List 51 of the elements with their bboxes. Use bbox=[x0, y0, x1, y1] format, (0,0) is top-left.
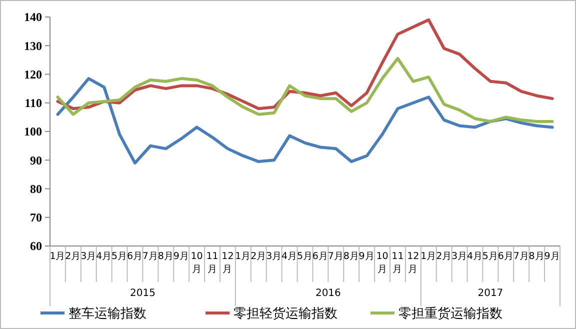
x-tick-label: 6月 bbox=[312, 251, 328, 262]
x-tick-label: 8月 bbox=[528, 251, 545, 262]
x-tick-label: 8月 bbox=[158, 251, 174, 262]
y-tick-label: 110 bbox=[24, 96, 42, 110]
x-tick-label: 10月 bbox=[376, 251, 388, 275]
x-tick-label: 2月 bbox=[250, 251, 267, 262]
x-tick-label: 3月 bbox=[80, 251, 97, 262]
line-series bbox=[56, 57, 554, 123]
x-tick-label: 2月 bbox=[436, 251, 452, 262]
y-tick-label: 120 bbox=[24, 67, 42, 82]
line-series bbox=[56, 18, 554, 110]
x-tick-label: 9月 bbox=[544, 251, 560, 262]
x-tick-label: 11月 bbox=[392, 251, 404, 275]
x-tick-label: 6月 bbox=[126, 251, 144, 262]
x-tick-label: 10月 bbox=[190, 251, 203, 275]
x-tick-label: 2月 bbox=[65, 251, 82, 262]
x-tick-label: 4月 bbox=[282, 251, 298, 262]
legend-label: 零担重货运输指数 bbox=[398, 306, 502, 322]
y-tick-label: 70 bbox=[30, 210, 42, 225]
x-tick-label: 5月 bbox=[296, 251, 314, 262]
x-tick-label: 8月 bbox=[343, 251, 360, 262]
x-tick-label: 7月 bbox=[328, 251, 344, 262]
x-tick-label: 12月 bbox=[407, 251, 420, 275]
x-tick-label: 9月 bbox=[358, 251, 375, 262]
x-tick-label: 3月 bbox=[452, 251, 468, 262]
y-tick-label: 60 bbox=[30, 239, 42, 254]
x-tick-label: 5月 bbox=[482, 251, 498, 262]
x-tick-label: 1月 bbox=[235, 251, 252, 262]
y-tick-label: 140 bbox=[24, 10, 42, 24]
x-tick-label: 3月 bbox=[266, 251, 282, 262]
x-tick-label: 9月 bbox=[173, 251, 190, 262]
x-tick-label: 11月 bbox=[206, 251, 218, 275]
line-series bbox=[56, 77, 554, 164]
legend-label: 零担轻货运输指数 bbox=[234, 306, 338, 322]
x-tick-label: 12月 bbox=[222, 251, 234, 275]
text: 2017 bbox=[478, 288, 504, 299]
y-tick-label: 130 bbox=[24, 38, 42, 53]
legend-label: 整车运输指数 bbox=[68, 306, 146, 322]
x-tick-label: 1月 bbox=[50, 251, 66, 262]
y-tick-label: 80 bbox=[30, 182, 42, 196]
x-tick-label: 5月 bbox=[112, 251, 128, 262]
x-tick-label: 6月 bbox=[498, 251, 514, 262]
x-tick-label: 1月 bbox=[420, 251, 437, 262]
y-tick-label: 100 bbox=[24, 124, 42, 139]
text: 2016 bbox=[315, 288, 341, 299]
x-tick-label: 7月 bbox=[142, 251, 158, 262]
y-tick-label: 90 bbox=[30, 153, 42, 168]
x-tick-label: 7月 bbox=[513, 251, 530, 262]
text: 2015 bbox=[130, 288, 156, 299]
x-tick-label: 4月 bbox=[466, 251, 484, 262]
x-tick-label: 4月 bbox=[96, 251, 112, 262]
